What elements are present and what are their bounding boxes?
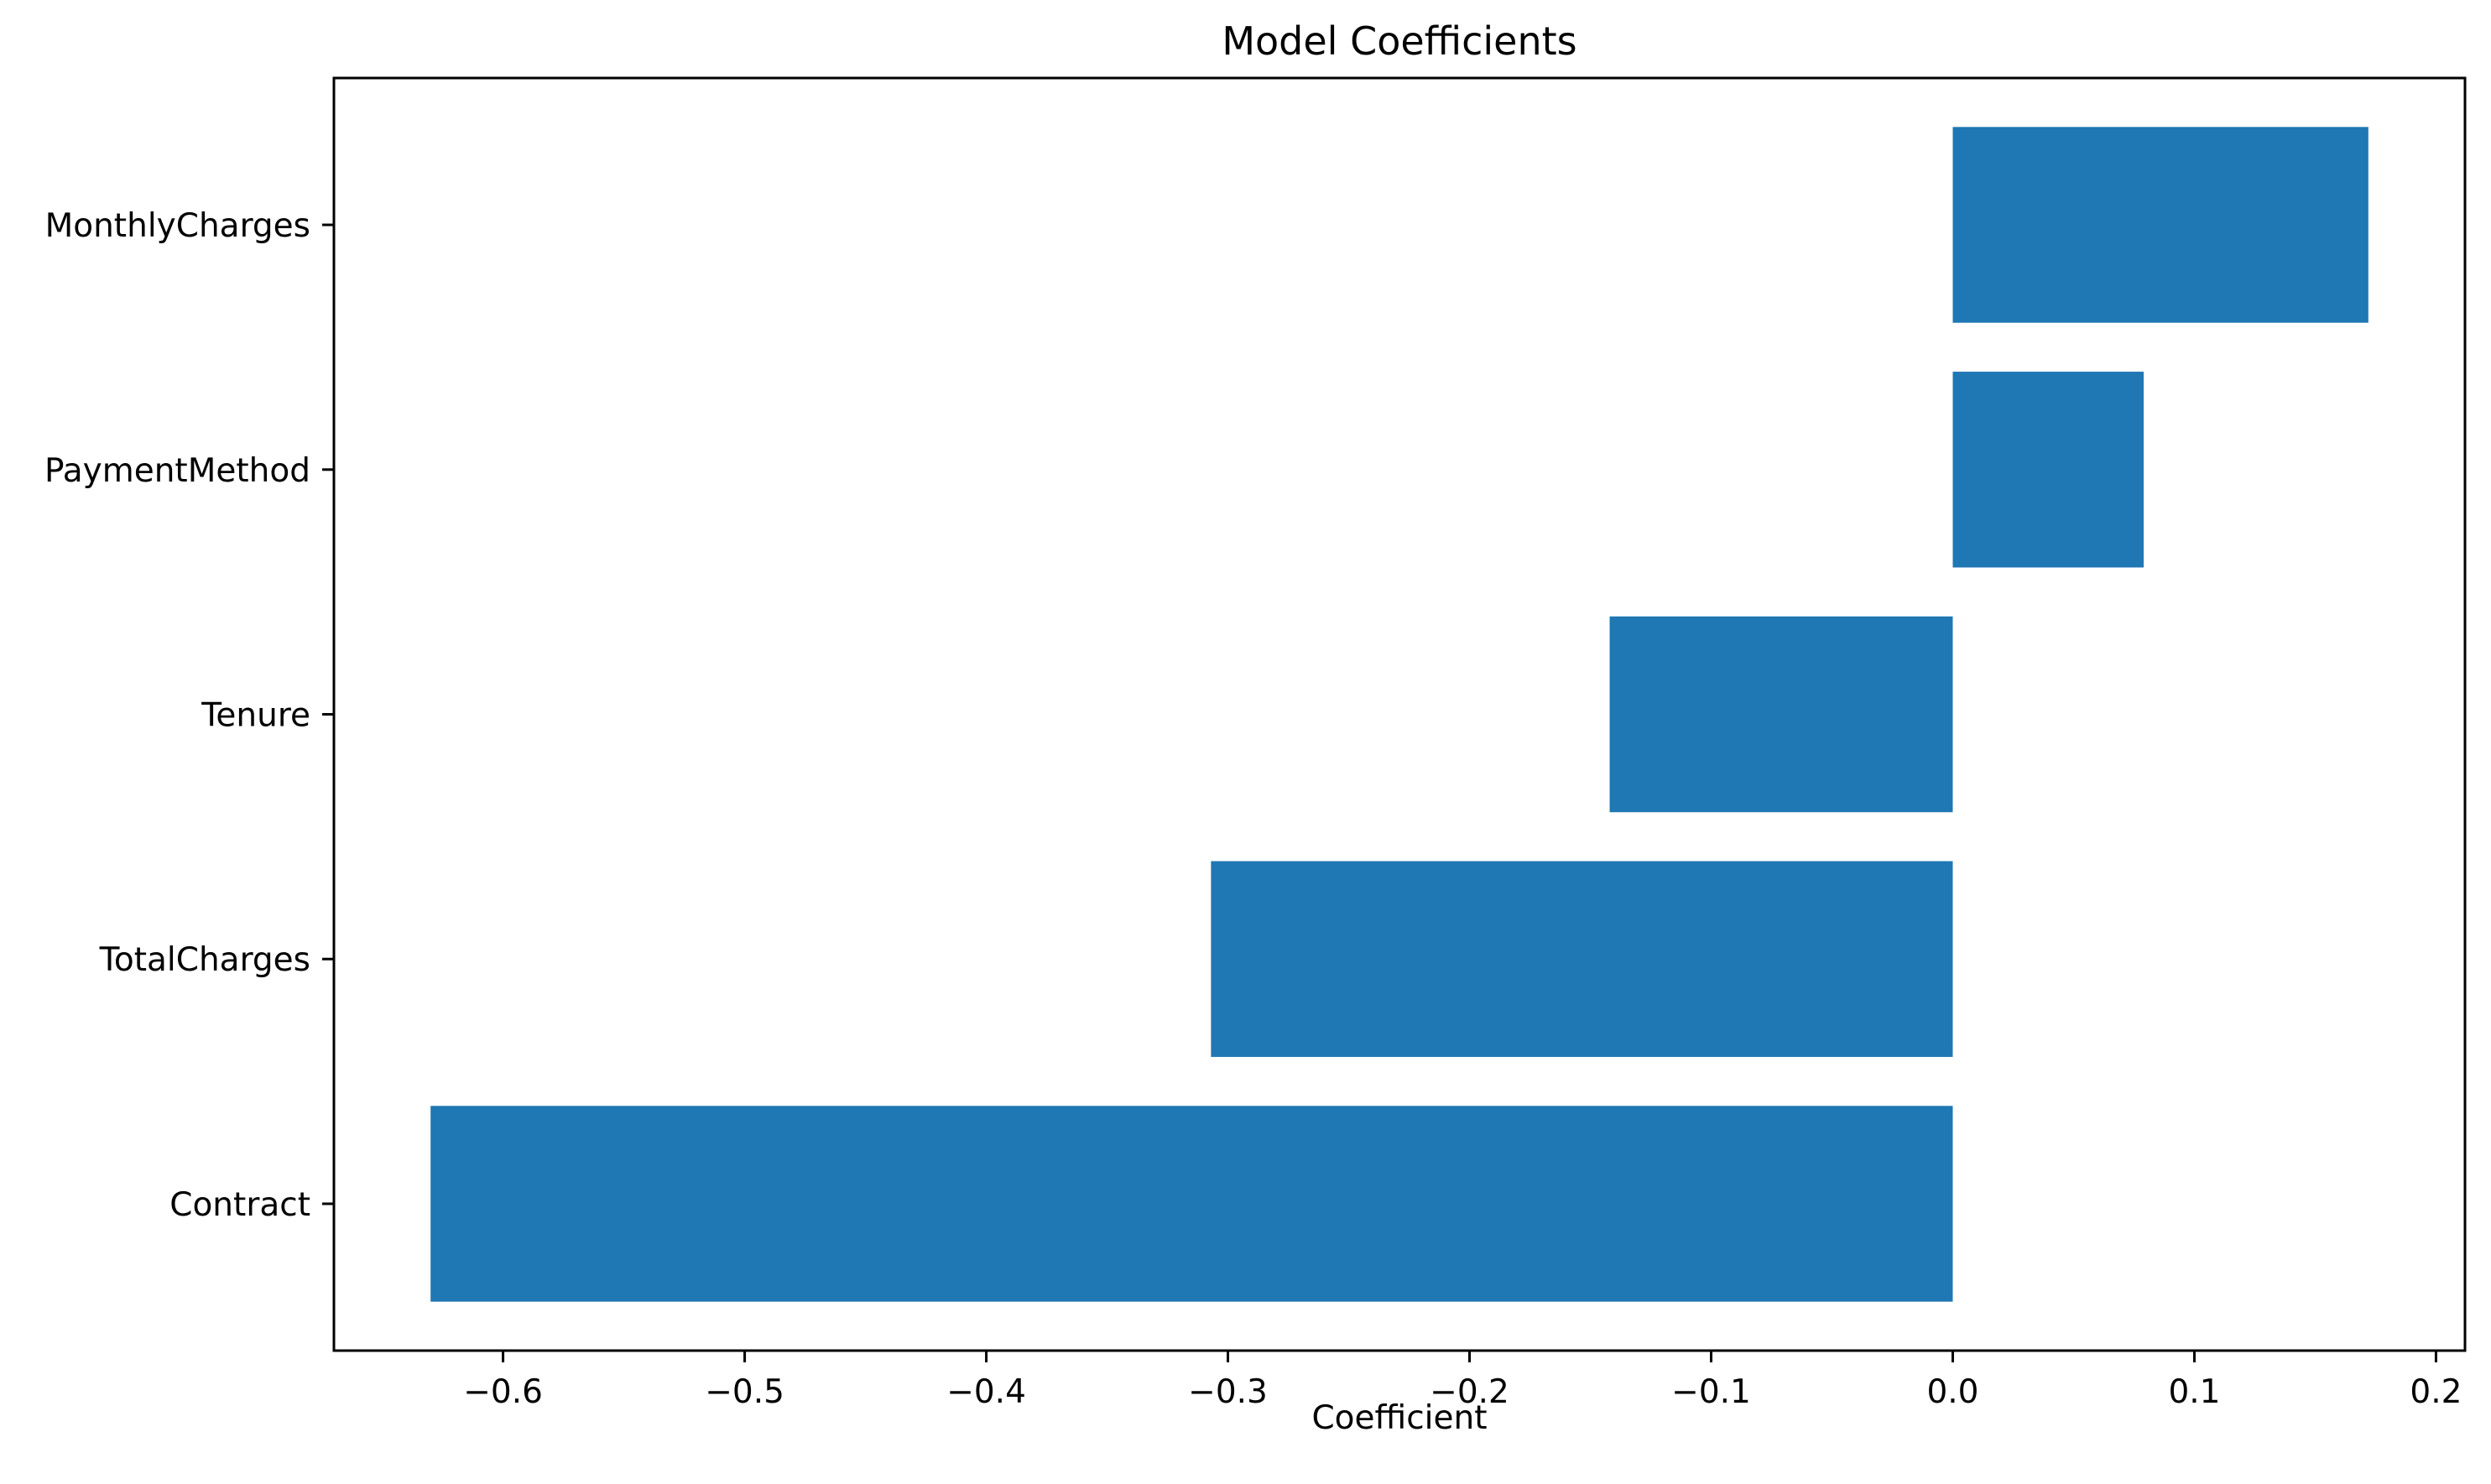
- y-tick-label: Tenure: [201, 697, 310, 735]
- bar-tenure: [1609, 616, 1953, 813]
- x-axis-label: Coefficient: [1311, 1399, 1487, 1437]
- chart-title: Model Coefficients: [1222, 18, 1576, 64]
- x-tick-label: −0.4: [946, 1373, 1026, 1411]
- x-tick-label: −0.1: [1671, 1373, 1751, 1411]
- bar-totalcharges: [1211, 861, 1953, 1057]
- x-tick-label: 0.2: [2410, 1373, 2462, 1411]
- y-tick-label: Contract: [169, 1186, 310, 1224]
- y-tick-label: PaymentMethod: [44, 452, 310, 490]
- x-tick-label: −0.6: [463, 1373, 543, 1411]
- y-axis-ticks: Contract TotalCharges Tenure PaymentMethod M…: [44, 207, 334, 1224]
- x-tick-label: 0.0: [1926, 1373, 1978, 1411]
- bar-paymentmethod: [1952, 372, 2144, 568]
- plot-frame: [332, 76, 2467, 1352]
- x-axis-ticks: −0.6 −0.5 −0.4 −0.3 −0.2 −0.1 0.0 0.1 0.2: [463, 1351, 2462, 1411]
- x-tick-label: −0.3: [1188, 1373, 1268, 1411]
- y-tick-label: TotalCharges: [99, 941, 310, 979]
- x-tick-label: −0.2: [1430, 1373, 1509, 1411]
- x-tick-label: −0.5: [705, 1373, 784, 1411]
- bars-group: [430, 127, 2369, 1302]
- bar-contract: [430, 1106, 1953, 1302]
- y-tick-label: MonthlyCharges: [45, 207, 310, 245]
- bar-monthlycharges: [1952, 127, 2369, 323]
- x-tick-label: 0.1: [2168, 1373, 2220, 1411]
